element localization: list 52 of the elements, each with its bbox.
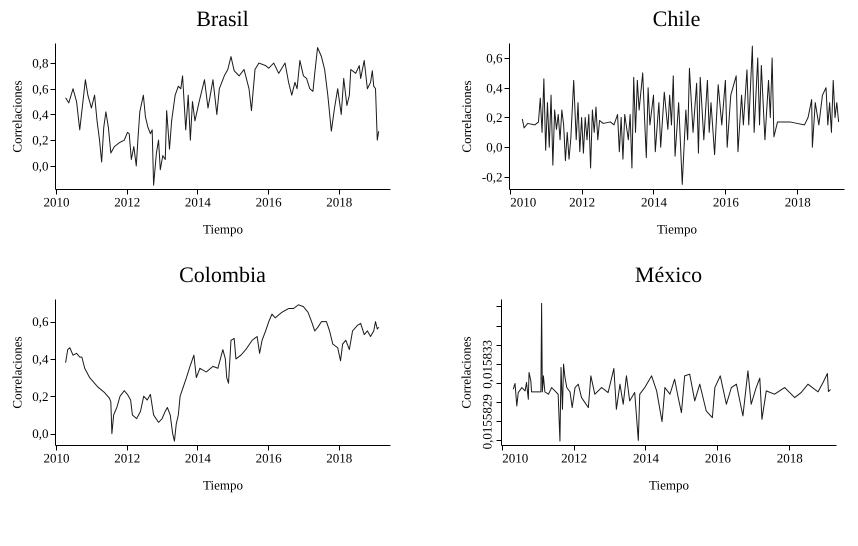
x-tick-label: 2010 [44,450,70,466]
y-tick-label: 0,6 [32,81,49,96]
y-tick-label: 0,8 [32,56,48,71]
line-series [65,47,380,186]
y-axis-title: Correlaciones [458,80,474,153]
line-series [512,302,832,442]
y-tick-label: 0,4 [32,106,49,122]
y-tick-label: 0,0 [32,426,48,442]
x-tick-label: 2016 [712,194,740,210]
x-tick-label: 2012 [114,450,140,466]
x-tick-label: 2010 [44,194,70,210]
y-tick-label: 0,4 [32,351,49,366]
x-axis-title: Tiempo [203,478,243,492]
x-tick-label: 2018 [326,194,352,210]
x-tick-label: 2016 [256,450,282,466]
chart-title: Colombia [179,262,266,287]
y-axis-title: Correlaciones [458,336,474,409]
y-tick-label: -0,2 [482,169,502,184]
chart-title: Chile [652,6,700,31]
y-tick-label: 0,0155829 [480,394,494,450]
y-tick-label: 0,0 [486,140,502,155]
y-tick-label: 0,6 [32,314,49,330]
y-tick-label: 0,0 [32,158,48,174]
y-tick-label: 0,6 [486,50,503,66]
x-tick-label: 2014 [184,450,212,466]
line-series [65,304,380,442]
x-tick-label: 2014 [184,194,212,210]
y-tick-label: 0,2 [486,110,502,125]
x-axis-title: Tiempo [649,478,689,492]
x-tick-label: 2010 [502,450,528,466]
y-tick-label: 0,4 [486,80,503,96]
y-tick-label: 0,2 [32,132,48,148]
x-tick-label: 2012 [114,194,140,210]
x-axis-title: Tiempo [657,222,697,236]
x-tick-label: 2014 [640,194,668,210]
x-axis-title: Tiempo [203,222,243,236]
line-series [522,46,840,185]
y-tick-label: 0,015833 [480,340,494,389]
y-axis-title: Correlaciones [9,80,24,153]
y-tick-label: 0,2 [32,388,48,404]
x-tick-label: 2012 [569,194,596,210]
x-tick-label: 2016 [704,450,732,466]
y-axis-title: Correlaciones [9,336,24,409]
x-tick-label: 2010 [510,194,536,210]
x-tick-label: 2016 [256,194,282,210]
x-tick-label: 2012 [561,450,588,466]
x-tick-label: 2018 [326,450,352,466]
x-tick-label: 2014 [632,450,660,466]
chart-title: Brasil [196,6,249,31]
x-tick-label: 2018 [776,450,803,466]
x-tick-label: 2018 [784,194,811,210]
chart-title: México [634,262,702,287]
